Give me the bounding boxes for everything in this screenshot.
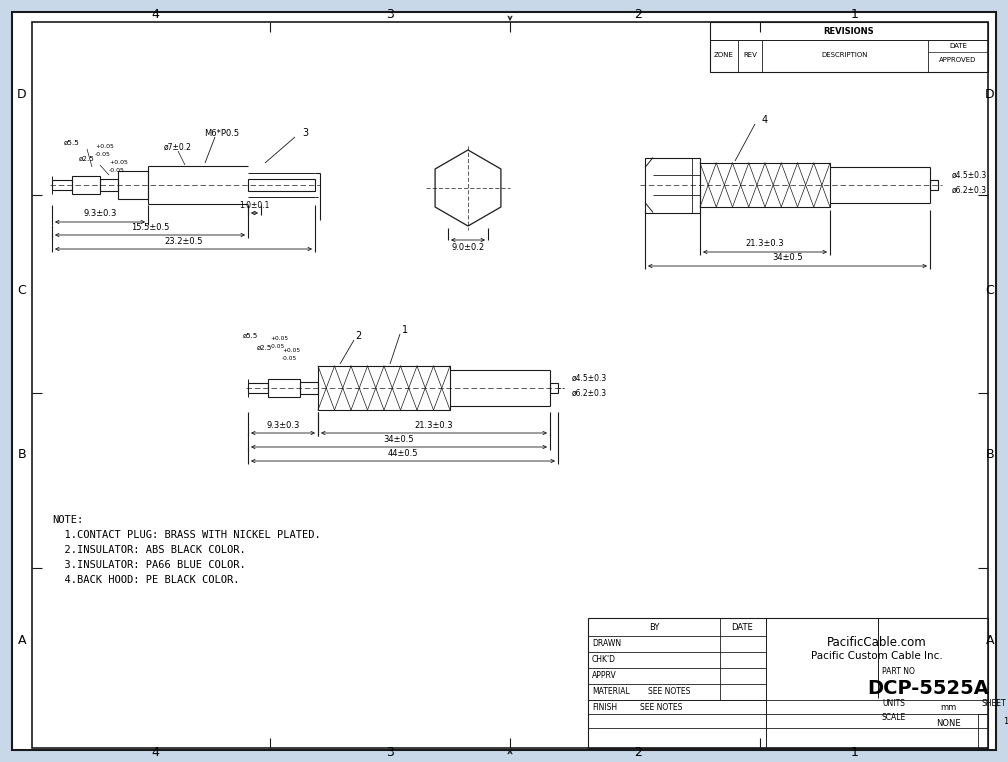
Text: DATE: DATE bbox=[731, 623, 753, 632]
Text: MATERIAL: MATERIAL bbox=[592, 687, 630, 696]
Text: ø2.5: ø2.5 bbox=[79, 156, 95, 162]
Bar bbox=[248, 179, 314, 191]
Text: NOTE:: NOTE: bbox=[52, 515, 84, 525]
Text: PART NO: PART NO bbox=[882, 668, 915, 677]
Text: +0.05: +0.05 bbox=[95, 145, 114, 149]
Text: 21.3±0.3: 21.3±0.3 bbox=[414, 421, 454, 430]
Text: REV: REV bbox=[743, 52, 757, 58]
Text: A: A bbox=[18, 633, 26, 646]
Text: ø5.5: ø5.5 bbox=[243, 333, 258, 339]
Text: mm: mm bbox=[939, 703, 957, 712]
Text: +0.05: +0.05 bbox=[109, 161, 128, 165]
Text: ø7±0.2: ø7±0.2 bbox=[164, 142, 192, 152]
Text: 15.5±0.5: 15.5±0.5 bbox=[131, 223, 169, 232]
Text: 2: 2 bbox=[355, 331, 361, 341]
Text: 23.2±0.5: 23.2±0.5 bbox=[164, 236, 203, 245]
Text: ZONE: ZONE bbox=[714, 52, 734, 58]
Text: C: C bbox=[986, 283, 994, 296]
Text: 1.CONTACT PLUG: BRASS WITH NICKEL PLATED.: 1.CONTACT PLUG: BRASS WITH NICKEL PLATED… bbox=[52, 530, 321, 540]
Text: -0.05: -0.05 bbox=[109, 168, 125, 174]
Bar bbox=[72, 176, 100, 194]
Text: 9.3±0.3: 9.3±0.3 bbox=[266, 421, 299, 430]
Text: 2.INSULATOR: ABS BLACK COLOR.: 2.INSULATOR: ABS BLACK COLOR. bbox=[52, 545, 246, 555]
Bar bbox=[588, 618, 988, 748]
Text: CHK'D: CHK'D bbox=[592, 655, 616, 664]
Bar bbox=[248, 383, 268, 393]
Bar bbox=[318, 366, 450, 410]
Text: 1: 1 bbox=[851, 8, 859, 21]
Text: BY: BY bbox=[649, 623, 659, 632]
Text: 1: 1 bbox=[402, 325, 408, 335]
Text: 34±0.5: 34±0.5 bbox=[384, 434, 414, 443]
Text: 4: 4 bbox=[151, 8, 159, 21]
Text: 2: 2 bbox=[634, 745, 642, 758]
Text: 1 OF 1: 1 OF 1 bbox=[1004, 716, 1008, 725]
Text: ø6.2±0.3: ø6.2±0.3 bbox=[572, 389, 607, 398]
Text: -0.05: -0.05 bbox=[270, 344, 285, 348]
Text: M6*P0.5: M6*P0.5 bbox=[205, 129, 240, 137]
Text: ø4.5±0.3: ø4.5±0.3 bbox=[572, 373, 607, 383]
Text: PacificCable.com: PacificCable.com bbox=[828, 636, 927, 648]
Text: ø4.5±0.3: ø4.5±0.3 bbox=[952, 171, 987, 180]
Text: 1.0±0.1: 1.0±0.1 bbox=[239, 200, 270, 210]
Bar bbox=[118, 171, 148, 199]
Text: +0.05: +0.05 bbox=[270, 337, 288, 341]
Text: 9.0±0.2: 9.0±0.2 bbox=[452, 244, 485, 252]
Text: NONE: NONE bbox=[935, 719, 961, 728]
Text: C: C bbox=[17, 283, 26, 296]
Bar bbox=[268, 379, 300, 397]
Text: 34±0.5: 34±0.5 bbox=[772, 254, 802, 262]
Text: FINISH: FINISH bbox=[592, 703, 617, 712]
Text: DRAWN: DRAWN bbox=[592, 639, 621, 648]
Bar bbox=[710, 22, 988, 72]
Bar bbox=[100, 179, 118, 191]
Text: 4: 4 bbox=[151, 745, 159, 758]
Text: B: B bbox=[986, 449, 994, 462]
Bar bbox=[52, 180, 72, 190]
Bar bbox=[700, 163, 830, 207]
Text: A: A bbox=[986, 633, 994, 646]
Bar bbox=[550, 383, 558, 393]
Text: 3: 3 bbox=[386, 8, 394, 21]
Text: ø6.2±0.3: ø6.2±0.3 bbox=[952, 185, 987, 194]
Text: 3.INSULATOR: PA66 BLUE COLOR.: 3.INSULATOR: PA66 BLUE COLOR. bbox=[52, 560, 246, 570]
Text: REVISIONS: REVISIONS bbox=[824, 27, 874, 36]
Text: 4.BACK HOOD: PE BLACK COLOR.: 4.BACK HOOD: PE BLACK COLOR. bbox=[52, 575, 240, 585]
Text: SCALE: SCALE bbox=[882, 712, 906, 722]
Text: APPROVED: APPROVED bbox=[939, 57, 977, 63]
Text: -0.05: -0.05 bbox=[282, 356, 297, 360]
Text: DATE: DATE bbox=[949, 43, 967, 49]
Text: ø5.5: ø5.5 bbox=[65, 140, 80, 146]
Text: DESCRIPTION: DESCRIPTION bbox=[822, 52, 868, 58]
Bar bbox=[645, 158, 700, 213]
Text: -0.05: -0.05 bbox=[95, 152, 111, 158]
Text: DCP-5525A: DCP-5525A bbox=[867, 678, 989, 697]
Text: +0.05: +0.05 bbox=[282, 348, 300, 354]
Text: 3: 3 bbox=[386, 745, 394, 758]
Text: SEE NOTES: SEE NOTES bbox=[640, 703, 682, 712]
Bar bbox=[300, 382, 318, 394]
Bar bbox=[930, 180, 938, 190]
Text: 3: 3 bbox=[302, 128, 308, 138]
Text: APPRV: APPRV bbox=[592, 671, 617, 680]
Text: SEE NOTES: SEE NOTES bbox=[648, 687, 690, 696]
Text: B: B bbox=[18, 449, 26, 462]
Text: 1: 1 bbox=[851, 745, 859, 758]
Text: D: D bbox=[17, 88, 27, 101]
Text: 2: 2 bbox=[634, 8, 642, 21]
Text: 21.3±0.3: 21.3±0.3 bbox=[746, 239, 784, 248]
Text: 44±0.5: 44±0.5 bbox=[388, 449, 418, 457]
Text: ø2.5: ø2.5 bbox=[257, 345, 272, 351]
Text: UNITS: UNITS bbox=[882, 699, 905, 707]
Text: 4: 4 bbox=[762, 115, 768, 125]
Text: Pacific Custom Cable Inc.: Pacific Custom Cable Inc. bbox=[811, 651, 942, 661]
Text: D: D bbox=[985, 88, 995, 101]
Text: SHEET: SHEET bbox=[982, 699, 1007, 707]
Text: 9.3±0.3: 9.3±0.3 bbox=[84, 210, 117, 219]
